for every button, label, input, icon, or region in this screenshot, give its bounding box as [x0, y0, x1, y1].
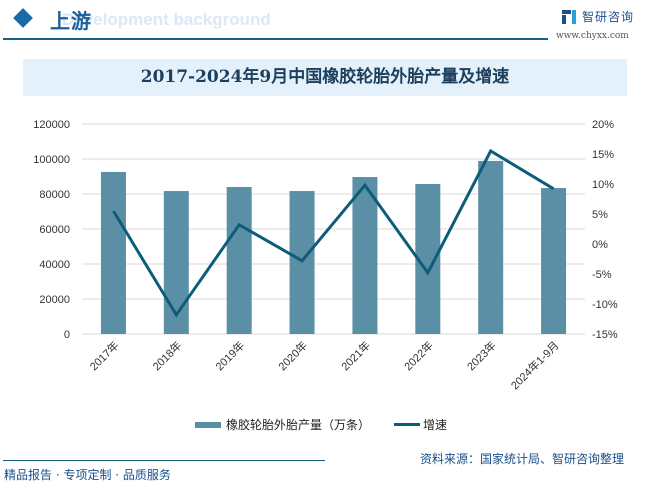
- footer-divider: [3, 460, 325, 461]
- bar-swatch-icon: [195, 421, 221, 428]
- x-axis-labels: 2017年 2018年 2019年 2020年 2021年 2022年 2023年 2024年…: [87, 338, 562, 392]
- left-axis-tick: 20000: [39, 294, 70, 306]
- left-axis-tick: 80000: [39, 189, 70, 201]
- x-axis-label: 2018年: [149, 338, 184, 373]
- brand-url: www.chyxx.com: [556, 31, 629, 41]
- right-axis-tick: 20%: [592, 119, 614, 131]
- left-axis-tick: 100000: [33, 154, 70, 166]
- brand-name: 智研咨询: [582, 10, 635, 24]
- right-axis-tick: 15%: [592, 149, 614, 161]
- x-axis-label: 2017年: [87, 338, 122, 373]
- left-axis-tick: 40000: [39, 259, 70, 271]
- bar: [226, 187, 252, 334]
- right-axis-tick: 0%: [592, 239, 608, 251]
- bar: [100, 171, 126, 334]
- right-axis-tick: -5%: [592, 269, 612, 281]
- bar: [163, 191, 189, 334]
- left-axis-ticks: 0 20000 40000 60000 80000 100000 120000: [33, 119, 70, 341]
- bar: [478, 160, 504, 334]
- legend-line-label: 增速: [423, 418, 448, 432]
- x-axis-label: 2024年1-9月: [508, 338, 562, 392]
- bar: [541, 188, 567, 334]
- chart-legend: 橡胶轮胎外胎产量（万条） 增速: [195, 416, 471, 433]
- x-axis-label: 2020年: [275, 338, 310, 373]
- right-axis-tick: -10%: [592, 299, 618, 311]
- brand-logo-icon: [562, 9, 576, 24]
- x-axis-label: 2021年: [338, 338, 373, 373]
- right-axis-tick: -15%: [592, 329, 618, 341]
- growth-line: [112, 148, 555, 318]
- line-series: [112, 148, 555, 318]
- chart-title-band: 2017-2024年9月中国橡胶轮胎外胎产量及增速: [23, 59, 627, 96]
- footer-slogan: 精品报告 · 专项定制 · 品质服务: [4, 468, 171, 482]
- header-divider: [3, 38, 548, 40]
- x-axis-label: 2022年: [401, 338, 436, 373]
- bar: [352, 177, 378, 334]
- chart-title: 2017-2024年9月中国橡胶轮胎外胎产量及增速: [140, 67, 510, 87]
- section-title: 上游: [50, 9, 92, 33]
- legend-bar-label: 橡胶轮胎外胎产量（万条）: [226, 418, 371, 432]
- source-note: 资料来源：国家统计局、智研咨询整理: [420, 452, 625, 466]
- legend-item-production: 橡胶轮胎外胎产量（万条）: [195, 416, 370, 433]
- gridlines: [82, 123, 585, 335]
- left-axis-tick: 60000: [39, 224, 70, 236]
- section-background-text: Development background: [62, 10, 271, 29]
- legend-item-growth: 增速: [394, 416, 447, 433]
- right-axis-tick: 5%: [592, 209, 608, 221]
- right-axis-tick: 10%: [592, 179, 614, 191]
- left-axis-tick: 0: [64, 329, 70, 341]
- x-axis-label: 2023年: [464, 338, 499, 373]
- right-axis-ticks: -15% -10% -5% 0% 5% 10% 15% 20%: [592, 119, 618, 341]
- x-axis-label: 2019年: [212, 338, 247, 373]
- page-header: Development background 上游 智研咨询 www.chyxx…: [0, 0, 655, 48]
- brand-logo-group: 智研咨询: [562, 8, 634, 25]
- left-axis-tick: 120000: [33, 119, 70, 131]
- line-swatch-icon: [394, 423, 421, 426]
